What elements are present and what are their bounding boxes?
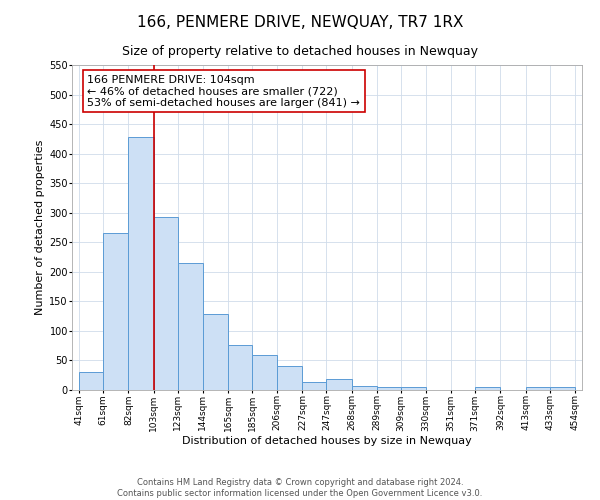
Bar xyxy=(103,234,128,390)
Bar xyxy=(128,137,154,390)
Bar xyxy=(401,387,426,390)
Bar xyxy=(326,380,352,390)
Bar xyxy=(178,263,203,390)
Bar xyxy=(526,387,550,390)
Y-axis label: Number of detached properties: Number of detached properties xyxy=(35,140,45,315)
Bar xyxy=(475,387,500,390)
Bar xyxy=(228,344,252,390)
Bar xyxy=(154,217,178,390)
Bar xyxy=(302,382,326,390)
Bar xyxy=(79,372,103,390)
Bar xyxy=(203,314,228,390)
Text: Contains HM Land Registry data © Crown copyright and database right 2024.
Contai: Contains HM Land Registry data © Crown c… xyxy=(118,478,482,498)
Bar xyxy=(550,387,575,390)
Text: Size of property relative to detached houses in Newquay: Size of property relative to detached ho… xyxy=(122,45,478,58)
Text: 166, PENMERE DRIVE, NEWQUAY, TR7 1RX: 166, PENMERE DRIVE, NEWQUAY, TR7 1RX xyxy=(137,15,463,30)
Bar xyxy=(277,366,302,390)
Bar xyxy=(352,386,377,390)
Bar xyxy=(377,387,401,390)
Bar xyxy=(252,355,277,390)
X-axis label: Distribution of detached houses by size in Newquay: Distribution of detached houses by size … xyxy=(182,436,472,446)
Text: 166 PENMERE DRIVE: 104sqm
← 46% of detached houses are smaller (722)
53% of semi: 166 PENMERE DRIVE: 104sqm ← 46% of detac… xyxy=(88,74,360,108)
